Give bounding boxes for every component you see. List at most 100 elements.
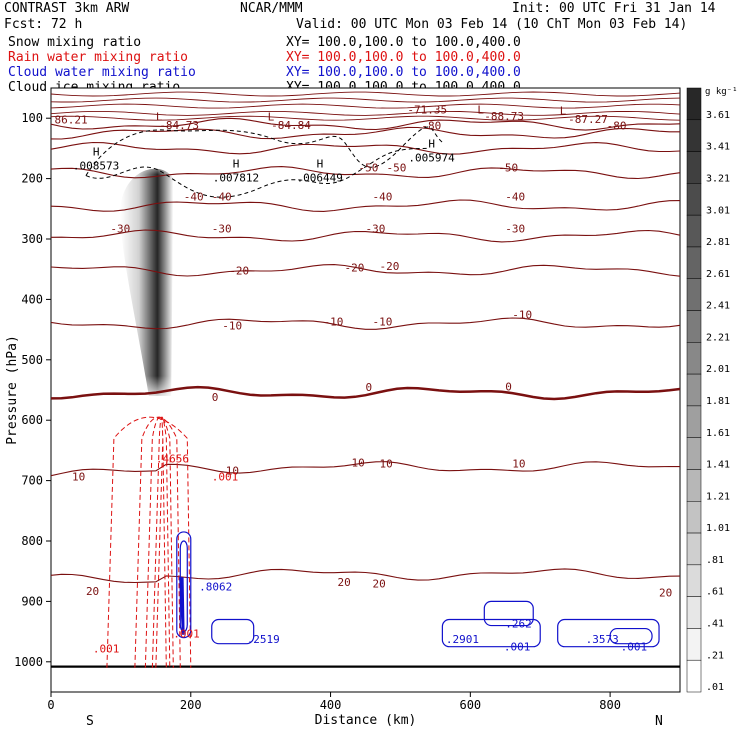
- rain-water-label: .001: [93, 643, 120, 656]
- isotherm-label: -50: [359, 162, 379, 175]
- isotherm-label: 20: [338, 576, 351, 589]
- isotherm-label: -30: [505, 223, 525, 236]
- y-tick-label: 1000: [14, 655, 43, 669]
- isotherm-label: 10: [352, 456, 365, 469]
- legend-snow-xy: XY= 100.0,100.0 to 100.0,400.0: [286, 35, 521, 50]
- forecast-hour: Fcst: 72 h: [4, 17, 83, 32]
- x-tick-label: 800: [599, 698, 621, 712]
- cloud-water-contour: [557, 618, 660, 648]
- colorbar-label: .01: [706, 682, 724, 693]
- isotherm-label: L: [477, 104, 484, 117]
- x-axis-title: Distance (km): [315, 713, 417, 728]
- colorbar-label: 2.21: [706, 332, 730, 343]
- rain-water-contour: [106, 416, 192, 668]
- cloud-water-label: .2901: [446, 633, 479, 646]
- colorbar-swatch: [686, 659, 702, 693]
- direction-south: S: [86, 714, 94, 729]
- cloud-ice-contour: [85, 126, 443, 176]
- isotherm-label: -84.73: [159, 119, 199, 132]
- y-tick-label: 200: [21, 172, 43, 186]
- isotherm-upper: [50, 110, 681, 116]
- isotherm--30: [50, 229, 681, 243]
- direction-north: N: [655, 714, 663, 729]
- y-tick-label: 700: [21, 474, 43, 488]
- init-time: Init: 00 UTC Fri 31 Jan 14: [512, 1, 716, 16]
- isotherm--80: [50, 117, 681, 131]
- legend-rain-label: Rain water mixing ratio: [8, 50, 189, 65]
- colorbar-swatch: [686, 564, 702, 597]
- isotherm--60: [50, 141, 681, 155]
- cloud-ice-contour: [85, 147, 429, 198]
- isotherm-label: L: [156, 110, 163, 123]
- legend-rain-xy: XY= 100.0,100.0 to 100.0,400.0: [286, 50, 521, 65]
- colorbar-swatch: [686, 532, 702, 566]
- isotherm-label: -87.27: [568, 113, 608, 126]
- cloud-ice-max-marker: H: [93, 145, 100, 158]
- y-tick-label: 600: [21, 413, 43, 427]
- x-tick-label: 0: [47, 698, 54, 712]
- colorbar-label: 2.41: [706, 301, 730, 312]
- isotherm-label: -40: [372, 191, 392, 204]
- isotherm-10: [50, 461, 681, 477]
- cloud-water-label: .001: [621, 641, 648, 654]
- rain-water-contour: [144, 416, 174, 668]
- rain-water-label: .001: [173, 627, 200, 640]
- cloud-water-contour: [441, 618, 541, 648]
- colorbar-label: .21: [706, 650, 724, 661]
- colorbar-label: .81: [706, 555, 724, 566]
- cloud-ice-max-marker: H: [317, 157, 324, 170]
- colorbar-unit: g kg⁻¹: [705, 87, 738, 97]
- isotherm-0: [50, 385, 681, 401]
- y-tick-label: 900: [21, 594, 43, 608]
- isotherm--40: [50, 199, 681, 212]
- cloud-ice-max-value: .005974: [408, 151, 455, 164]
- isotherm-label: -40: [505, 191, 525, 204]
- colorbar-swatch: [686, 373, 702, 407]
- x-tick-label: 200: [180, 698, 202, 712]
- colorbar-label: 1.81: [706, 396, 730, 407]
- colorbar-label: 3.21: [706, 173, 730, 184]
- isotherm-label: 10: [72, 470, 85, 483]
- colorbar-label: 1.01: [706, 523, 730, 534]
- colorbar-swatch: [686, 437, 702, 470]
- colorbar-swatch: [686, 151, 702, 184]
- cloud-water-contour: [211, 618, 255, 645]
- legend-cloud-water-label: Cloud water mixing ratio: [8, 65, 196, 80]
- colorbar-label: .61: [706, 587, 724, 598]
- isotherm-label: 0: [505, 380, 512, 393]
- y-tick-label: 300: [21, 232, 43, 246]
- isotherm-upper: [50, 91, 681, 97]
- colorbar-swatch: [686, 628, 702, 661]
- colorbar-swatch: [686, 214, 702, 248]
- colorbar-label: 3.61: [706, 110, 730, 121]
- isotherm-label: -84.84: [271, 119, 311, 132]
- colorbar-swatch: [686, 596, 702, 629]
- isotherm-label: -50: [386, 162, 406, 175]
- isotherm-label: -71.35: [407, 104, 447, 117]
- isotherm-label: -80: [421, 119, 441, 132]
- colorbar-swatch: [686, 87, 702, 121]
- colorbar-label: 3.41: [706, 142, 730, 153]
- colorbar-swatch: [686, 183, 702, 216]
- cloud-ice-max-value: .007812: [213, 171, 259, 184]
- isotherm-label: L: [560, 104, 567, 117]
- isotherm--10: [50, 317, 681, 330]
- rain-water-label: .001: [212, 470, 239, 483]
- isotherm-label: -20: [229, 264, 249, 277]
- model-title: CONTRAST 3km ARW: [4, 1, 130, 16]
- isotherm-label: 20: [659, 586, 672, 599]
- isotherm--20: [50, 264, 681, 277]
- legend-snow-label: Snow mixing ratio: [8, 35, 142, 50]
- colorbar-swatch: [686, 246, 702, 279]
- cloud-water-label: .3573: [586, 633, 619, 646]
- isotherm-label: 0: [212, 391, 219, 404]
- cloud-ice-max-marker: H: [428, 137, 435, 150]
- colorbar-label: 1.21: [706, 491, 730, 502]
- colorbar-swatch: [686, 310, 702, 343]
- isotherm-label: 10: [226, 464, 239, 477]
- colorbar-swatch: [686, 501, 702, 534]
- colorbar-swatch: [686, 342, 702, 375]
- legend-cloud-water-xy: XY= 100.0,100.0 to 100.0,400.0: [286, 65, 521, 80]
- cloud-water-label: .001: [504, 641, 531, 654]
